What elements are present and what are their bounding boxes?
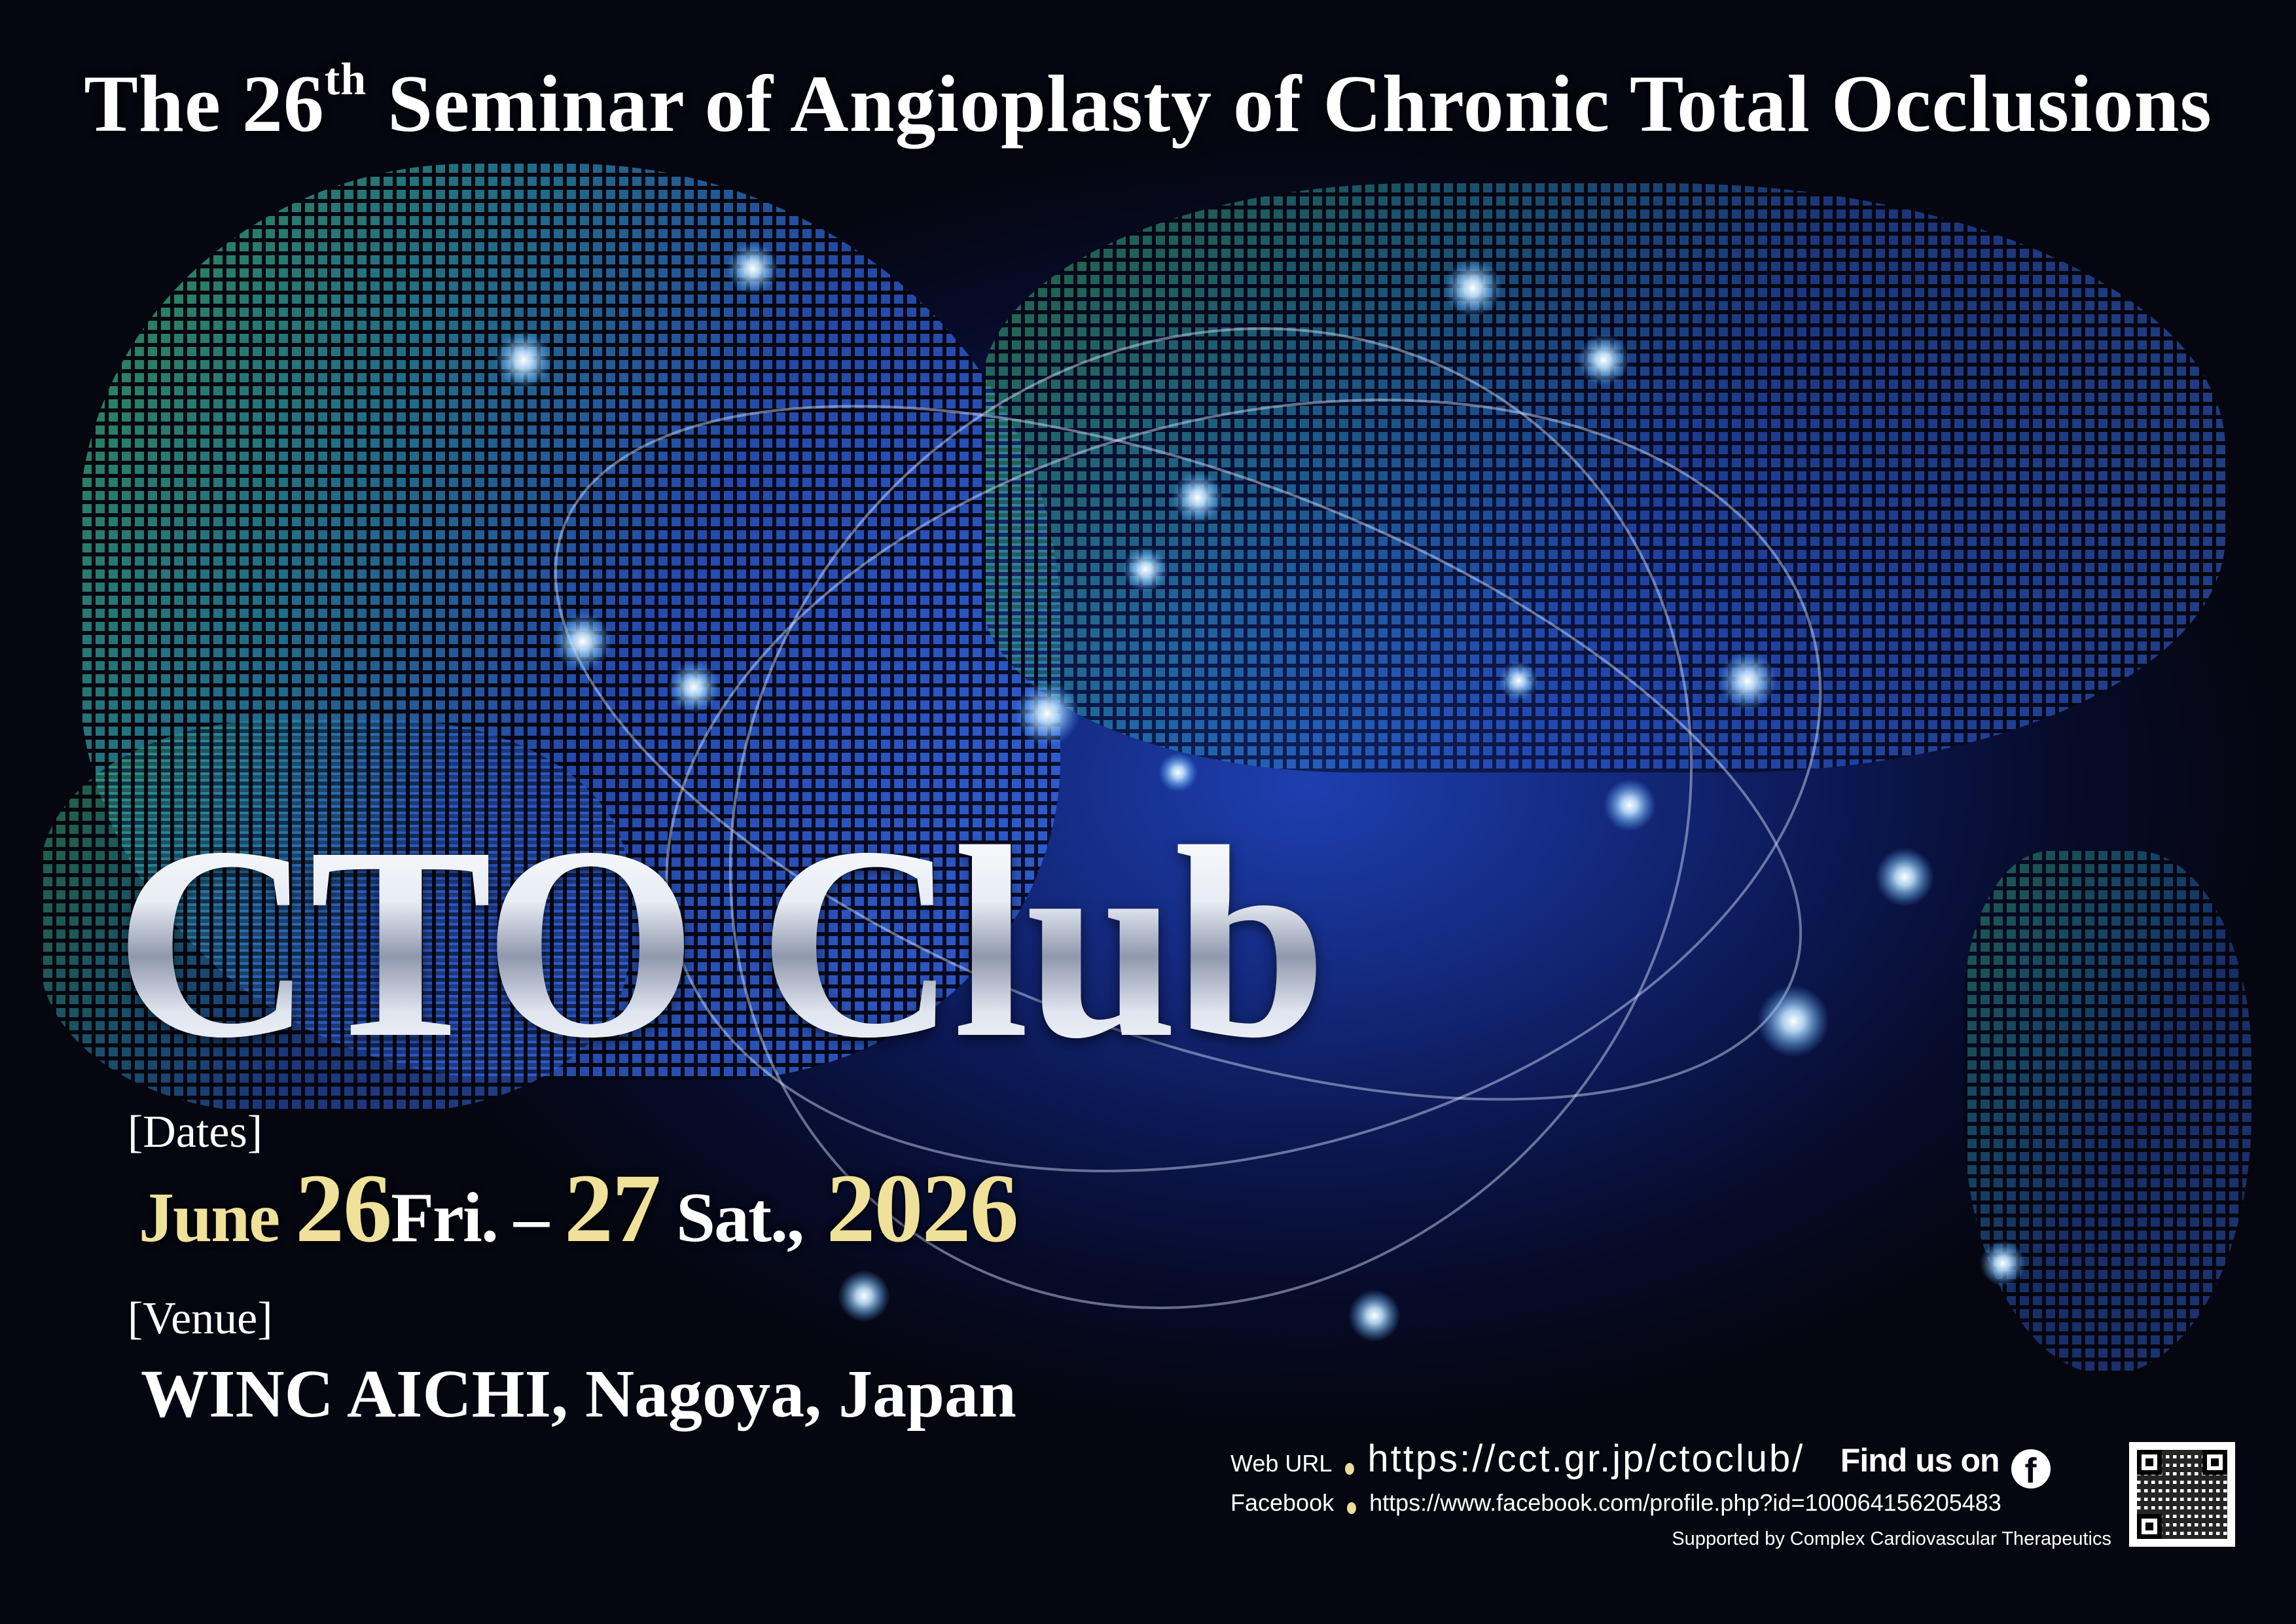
date-year: 2026 [803,1154,1019,1263]
dates-label: [Dates] [128,1107,263,1157]
date-day-end: 27 [564,1154,661,1263]
cto-club-logo: CTO Club [115,790,1327,1094]
facebook-row: Facebook https://www.facebook.com/profile… [1230,1489,2001,1517]
date-month: June [139,1179,296,1257]
facebook-icon[interactable]: f [2011,1449,2051,1490]
web-url-link[interactable]: https://cct.gr.jp/ctoclub/ [1367,1437,1805,1480]
web-url-label: Web URL [1230,1450,1333,1477]
facebook-link[interactable]: https://www.facebook.com/profile.php?id=… [1369,1489,2001,1516]
bullet-icon [1345,1462,1355,1475]
seminar-title: The 26th Seminar of Angioplasty of Chron… [0,54,2296,151]
title-ordinal-suffix: th [324,54,367,105]
supported-by: Supported by Complex Cardiovascular Ther… [1672,1528,2111,1549]
title-rest: Seminar of Angioplasty of Chronic Total … [367,59,2212,149]
date-dash: – [497,1179,564,1257]
find-us-on-text: Find us on [1840,1442,2000,1479]
venue-label: [Venue] [128,1293,273,1344]
qr-code[interactable] [2129,1442,2235,1547]
event-dates: June 26Fri. – 27 Sat., 2026 [139,1152,1019,1265]
date-day-start: 26 [295,1154,392,1263]
date-weekday-start: Fri. [391,1179,499,1257]
title-prefix: The 26 [84,59,325,149]
bullet-icon [1347,1502,1357,1514]
facebook-label: Facebook [1230,1489,1335,1516]
venue-name: WINC AICHI, Nagoya, Japan [141,1356,1016,1432]
date-weekday-end: Sat., [660,1179,804,1257]
web-url-row: Web URL https://cct.gr.jp/ctoclub/ Find u… [1230,1437,2051,1490]
